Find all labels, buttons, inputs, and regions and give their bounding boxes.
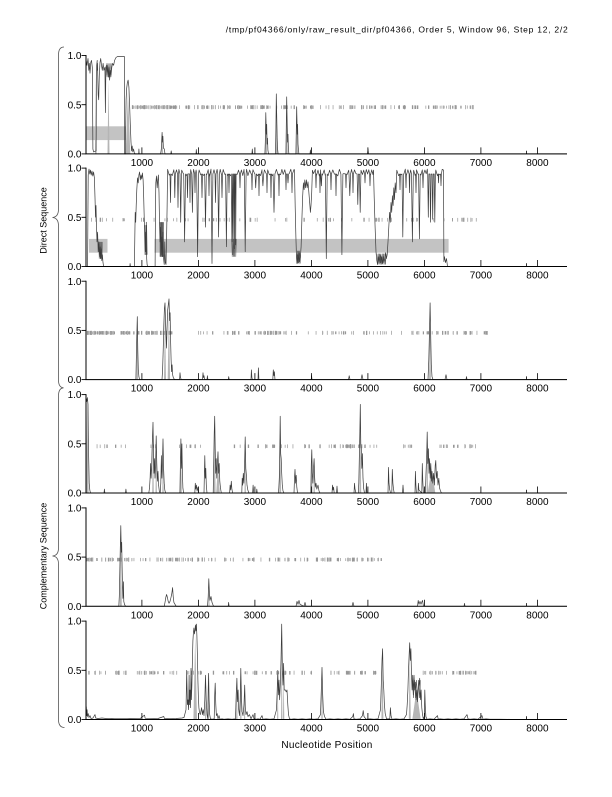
svg-text:5000: 5000 bbox=[357, 271, 380, 282]
svg-text:4000: 4000 bbox=[300, 610, 323, 621]
svg-text:5000: 5000 bbox=[357, 384, 380, 395]
svg-text:1.0: 1.0 bbox=[68, 617, 82, 628]
svg-text:2000: 2000 bbox=[187, 610, 210, 621]
svg-text:7000: 7000 bbox=[470, 384, 493, 395]
svg-text:0.0: 0.0 bbox=[68, 375, 82, 386]
svg-text:1000: 1000 bbox=[131, 271, 154, 282]
svg-text:Complementary Sequence: Complementary Sequence bbox=[39, 503, 49, 610]
svg-text:0.5: 0.5 bbox=[68, 553, 82, 564]
svg-text:6000: 6000 bbox=[413, 384, 436, 395]
svg-text:4000: 4000 bbox=[300, 724, 323, 735]
svg-text:6000: 6000 bbox=[413, 610, 436, 621]
svg-text:7000: 7000 bbox=[470, 497, 493, 508]
svg-text:1000: 1000 bbox=[131, 384, 154, 395]
svg-text:Direct Sequence: Direct Sequence bbox=[39, 187, 49, 254]
svg-text:1000: 1000 bbox=[131, 610, 154, 621]
svg-text:7000: 7000 bbox=[470, 610, 493, 621]
svg-text:3000: 3000 bbox=[244, 384, 267, 395]
svg-text:6000: 6000 bbox=[413, 724, 436, 735]
svg-text:3000: 3000 bbox=[244, 158, 267, 169]
svg-text:2000: 2000 bbox=[187, 158, 210, 169]
svg-text:0.5: 0.5 bbox=[68, 213, 82, 224]
svg-text:6000: 6000 bbox=[413, 158, 436, 169]
svg-text:7000: 7000 bbox=[470, 158, 493, 169]
svg-text:0.5: 0.5 bbox=[68, 439, 82, 450]
svg-text:8000: 8000 bbox=[526, 610, 549, 621]
svg-text:2000: 2000 bbox=[187, 497, 210, 508]
svg-text:1000: 1000 bbox=[131, 158, 154, 169]
svg-text:4000: 4000 bbox=[300, 384, 323, 395]
svg-text:4000: 4000 bbox=[300, 271, 323, 282]
svg-text:1.0: 1.0 bbox=[68, 164, 82, 175]
svg-text:0.5: 0.5 bbox=[68, 326, 82, 337]
svg-text:2000: 2000 bbox=[187, 384, 210, 395]
svg-text:5000: 5000 bbox=[357, 724, 380, 735]
svg-text:0.0: 0.0 bbox=[68, 715, 82, 726]
svg-text:/tmp/pf04366/only/raw_result_d: /tmp/pf04366/only/raw_result_dir/pf04366… bbox=[226, 25, 569, 35]
svg-text:1.0: 1.0 bbox=[68, 277, 82, 288]
svg-text:1.0: 1.0 bbox=[68, 504, 82, 515]
svg-text:4000: 4000 bbox=[300, 497, 323, 508]
svg-text:3000: 3000 bbox=[244, 724, 267, 735]
svg-text:8000: 8000 bbox=[526, 724, 549, 735]
svg-text:2000: 2000 bbox=[187, 724, 210, 735]
svg-text:0.5: 0.5 bbox=[68, 666, 82, 677]
svg-text:8000: 8000 bbox=[526, 497, 549, 508]
svg-text:3000: 3000 bbox=[244, 497, 267, 508]
svg-text:2000: 2000 bbox=[187, 271, 210, 282]
svg-text:1000: 1000 bbox=[131, 724, 154, 735]
svg-text:Nucleotide Position: Nucleotide Position bbox=[281, 740, 372, 751]
svg-text:1.0: 1.0 bbox=[68, 390, 82, 401]
svg-text:5000: 5000 bbox=[357, 497, 380, 508]
svg-text:1.0: 1.0 bbox=[68, 51, 82, 62]
svg-text:6000: 6000 bbox=[413, 271, 436, 282]
svg-text:0.0: 0.0 bbox=[68, 602, 82, 613]
svg-text:7000: 7000 bbox=[470, 271, 493, 282]
svg-text:5000: 5000 bbox=[357, 158, 380, 169]
svg-text:3000: 3000 bbox=[244, 271, 267, 282]
svg-text:0.0: 0.0 bbox=[68, 262, 82, 273]
svg-text:5000: 5000 bbox=[357, 610, 380, 621]
svg-text:0.0: 0.0 bbox=[68, 489, 82, 500]
svg-text:0.5: 0.5 bbox=[68, 100, 82, 111]
svg-text:8000: 8000 bbox=[526, 384, 549, 395]
svg-text:8000: 8000 bbox=[526, 158, 549, 169]
svg-text:4000: 4000 bbox=[300, 158, 323, 169]
svg-text:6000: 6000 bbox=[413, 497, 436, 508]
svg-text:0.0: 0.0 bbox=[68, 150, 82, 161]
svg-text:1000: 1000 bbox=[131, 497, 154, 508]
svg-text:3000: 3000 bbox=[244, 610, 267, 621]
svg-text:7000: 7000 bbox=[470, 724, 493, 735]
svg-text:8000: 8000 bbox=[526, 271, 549, 282]
